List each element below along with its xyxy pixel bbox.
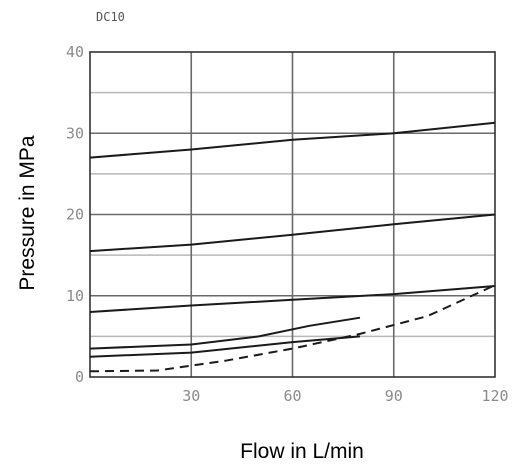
x-axis-label: Flow in L/min: [240, 440, 364, 463]
series-line-1: [89, 121, 496, 159]
series-line-3: [89, 285, 496, 313]
y-tick-label: 40: [66, 43, 84, 61]
series-line-5: [89, 335, 361, 358]
series-line-6: [89, 284, 496, 373]
curves: [89, 121, 496, 373]
y-tick-label: 30: [66, 124, 84, 142]
x-tick-label: 60: [283, 387, 301, 405]
y-tick-label: 10: [66, 287, 84, 305]
series-line-2: [89, 213, 496, 253]
y-axis-label: Pressure in MPa: [16, 135, 39, 291]
y-tick-label: 0: [75, 368, 84, 386]
y-tick-label: 20: [66, 206, 84, 224]
series-line-4: [89, 316, 361, 350]
grid: [89, 51, 496, 378]
chart-title: DC10: [96, 10, 125, 24]
x-tick-label: 90: [385, 387, 403, 405]
x-tick-label: 120: [481, 387, 508, 405]
tick-labels: 0 10 20 30 40 30 60 90 120: [66, 43, 509, 405]
x-tick-label: 30: [182, 387, 200, 405]
